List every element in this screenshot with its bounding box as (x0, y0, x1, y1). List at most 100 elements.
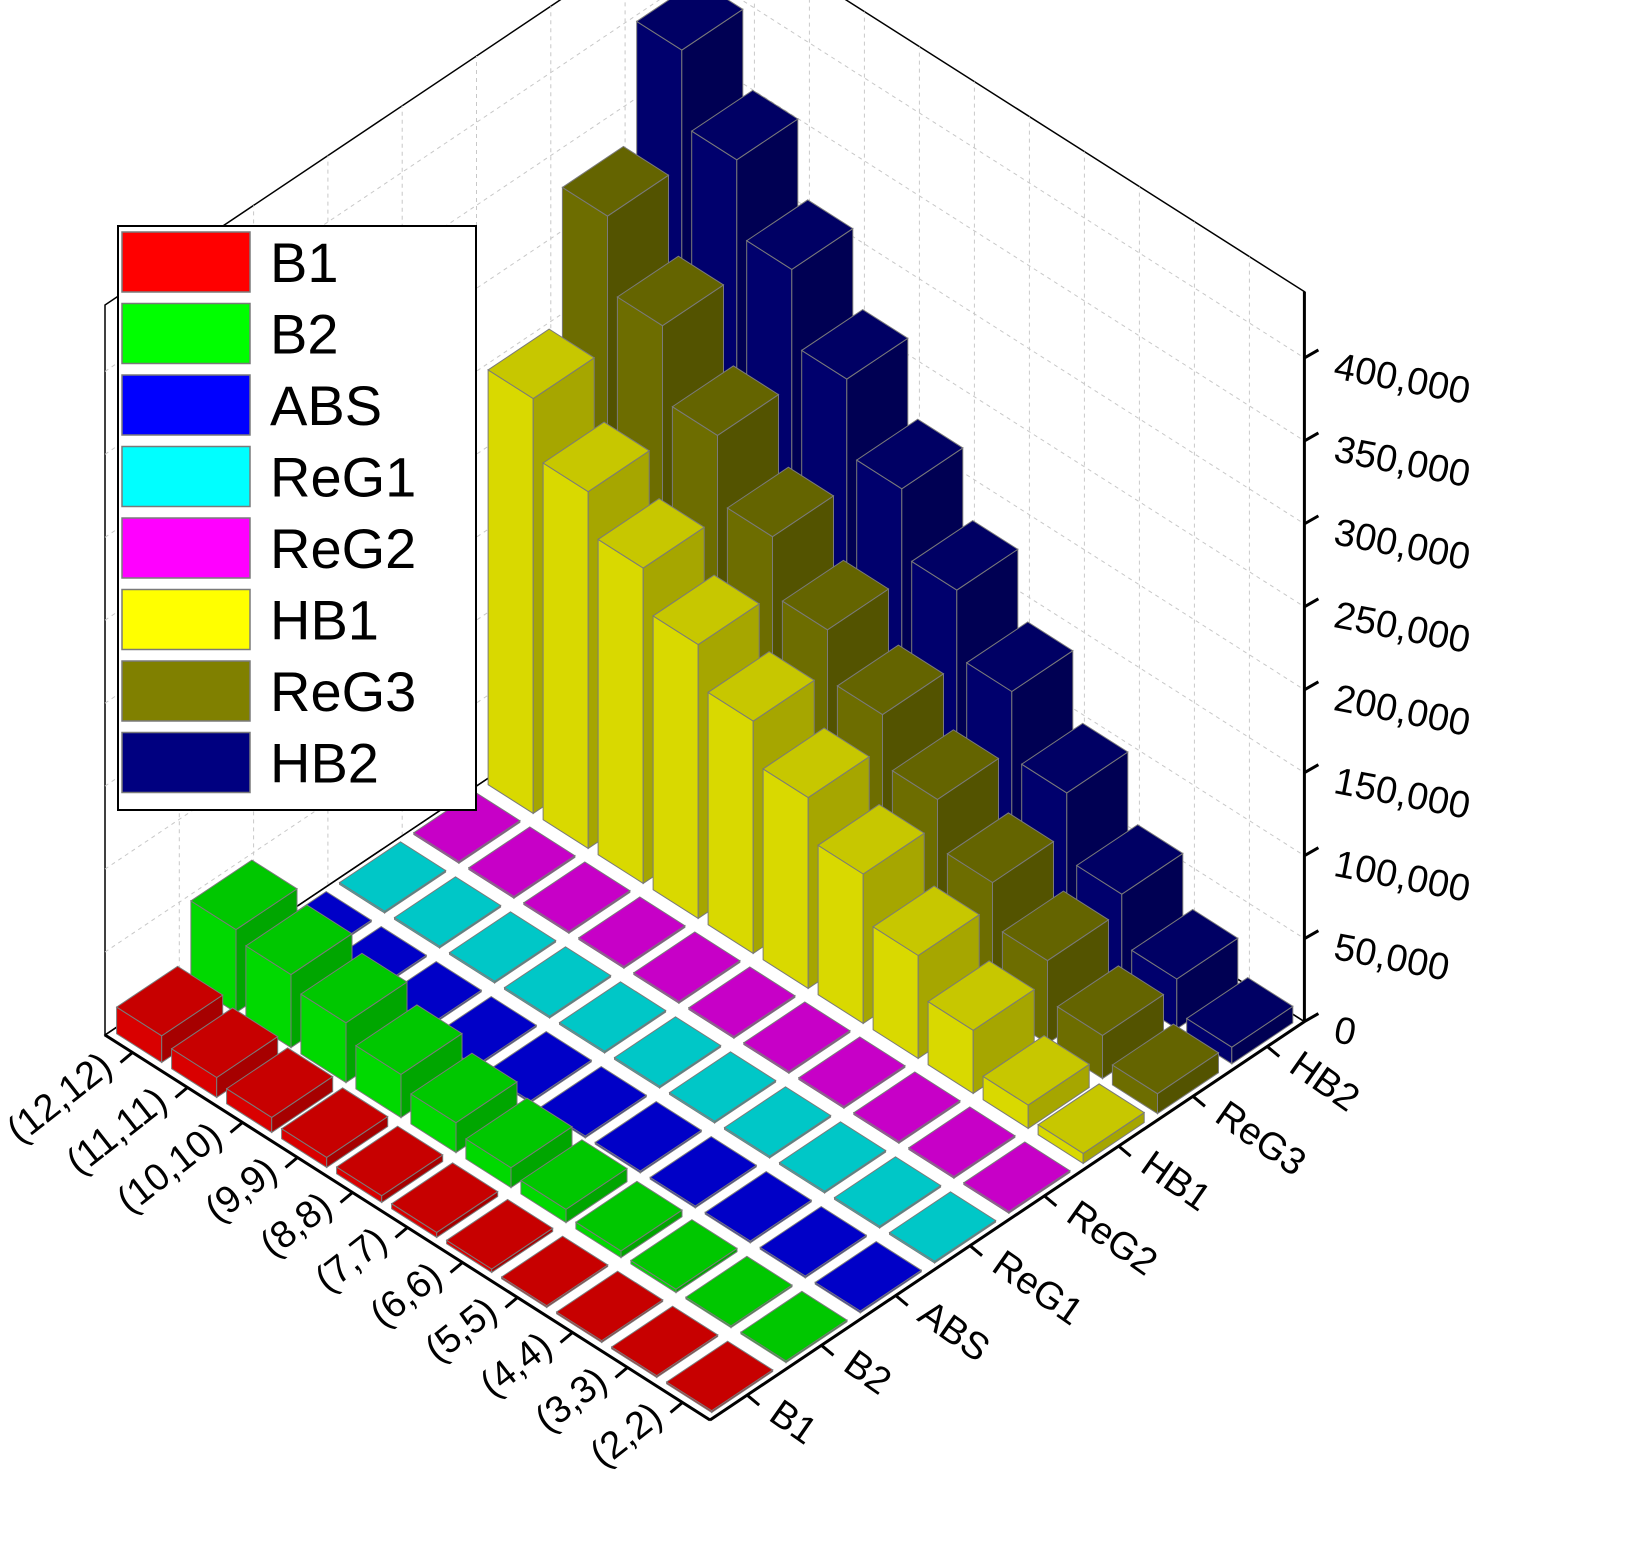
series-tick-label: B2 (836, 1342, 898, 1403)
bar-face-top (817, 803, 926, 875)
series-tick (1043, 1194, 1058, 1208)
series-tick-label: ABS (911, 1292, 997, 1370)
legend-label: B1 (270, 231, 339, 294)
bar-face-top (1001, 890, 1110, 962)
bar-face-top (225, 1047, 334, 1118)
category-tick (229, 1121, 244, 1134)
bar-face-top (762, 727, 871, 799)
bar-face-top (635, 0, 744, 51)
series-tick (1191, 1095, 1206, 1108)
bars-layer (115, 0, 1294, 1414)
legend-label: ReG2 (270, 517, 416, 580)
series-tick (820, 1344, 835, 1357)
bar-face-top (687, 966, 796, 1038)
bar-face-top (338, 841, 447, 912)
category-tick (339, 1191, 354, 1204)
series-tick-label: B1 (762, 1392, 824, 1453)
bar-face-left (542, 462, 589, 850)
legend-label: ReG1 (270, 446, 416, 509)
bar-ReG2-4 (742, 1001, 851, 1075)
bar-face-top (390, 1162, 499, 1233)
bar-ABS-3 (649, 1136, 758, 1209)
bar-face-top (888, 1191, 997, 1262)
bar-face-top (649, 1136, 758, 1207)
bar-face-top (1111, 1023, 1220, 1095)
z-gridline (104, 0, 1305, 372)
bar-face-top (597, 498, 706, 569)
bar-face-top (1130, 908, 1239, 980)
z-tick-label: 300,000 (1331, 511, 1474, 578)
bar-ReG2-8 (522, 861, 631, 935)
bar-face-top (629, 1219, 738, 1290)
legend-swatch (121, 231, 251, 293)
bar-face-top (668, 1051, 777, 1122)
bar-face-top (500, 1235, 609, 1307)
series-tick (746, 1393, 761, 1407)
bar-face-top (690, 89, 799, 161)
bar-face-top (632, 931, 741, 1003)
bar-face-top (555, 1270, 664, 1342)
bar-face-top (965, 621, 1074, 693)
z-tick-label: 50,000 (1331, 926, 1453, 989)
bar-face-top (448, 911, 557, 982)
bar-face-top (946, 812, 1055, 884)
bar-face-top (487, 328, 596, 400)
bar-ReG1-0 (888, 1191, 997, 1264)
z-tick-label: 200,000 (1331, 677, 1474, 744)
bar-ReG1-9 (393, 876, 502, 949)
bar-B1-8 (225, 1047, 334, 1134)
bar-face-top (982, 1035, 1091, 1106)
bar-ABS-2 (704, 1171, 813, 1244)
series-tick-label: ReG3 (1208, 1093, 1313, 1184)
bar-B2-3 (574, 1180, 683, 1259)
bar-B1-5 (390, 1162, 499, 1239)
bar-face-top (907, 1106, 1016, 1178)
legend-label: HB2 (270, 732, 379, 795)
z-tick-label: 0 (1331, 1009, 1360, 1054)
bar-face-top (464, 1097, 573, 1169)
legend-label: ReG3 (270, 660, 416, 723)
legend-label: HB1 (270, 589, 379, 652)
bar-face-top (836, 644, 945, 716)
bar-face-left (652, 614, 699, 920)
legend-label: B2 (270, 303, 339, 366)
category-tick (449, 1261, 464, 1274)
series-tick-label: ReG2 (1059, 1193, 1164, 1284)
bar-B1-4 (445, 1198, 554, 1274)
z-tick (1303, 763, 1320, 775)
bar-face-top (561, 145, 670, 217)
category-tick (284, 1156, 299, 1169)
bar-face-top (872, 885, 981, 957)
bar-face-top (542, 421, 651, 493)
bar-B1-0 (665, 1340, 774, 1414)
legend-label: ABS (270, 374, 382, 437)
bar-face-top (759, 1206, 868, 1277)
bar-face-top (1020, 722, 1129, 794)
bar-ReG2-2 (852, 1071, 961, 1145)
bar-face-top (814, 1241, 923, 1312)
z-tick-label: 350,000 (1331, 429, 1474, 496)
bar-face-top (800, 309, 909, 380)
bar-face-top (671, 365, 780, 436)
bar-face-top (797, 1036, 906, 1108)
bar-face-top (409, 1052, 518, 1124)
bar-face-left (817, 844, 864, 1025)
bar-ReG1-1 (833, 1156, 942, 1229)
series-tick (1266, 1045, 1281, 1058)
category-tick (504, 1296, 519, 1309)
bar-face-top (1185, 977, 1294, 1048)
bar-face-top (613, 1016, 722, 1087)
bar-face-top (335, 1125, 444, 1197)
bar-face-left (487, 368, 534, 815)
bar-face-top (616, 255, 725, 327)
bar-face-top (781, 559, 890, 631)
bar-B1-6 (335, 1125, 444, 1204)
bar-ReG2-5 (687, 966, 796, 1040)
bar-face-top (1075, 824, 1184, 895)
bar-face-top (962, 1141, 1071, 1213)
bar-B2-0 (739, 1290, 848, 1364)
category-tick (614, 1366, 629, 1379)
category-tick (669, 1401, 684, 1414)
bar-B1-1 (610, 1305, 719, 1379)
z-tick-label: 250,000 (1331, 594, 1474, 661)
